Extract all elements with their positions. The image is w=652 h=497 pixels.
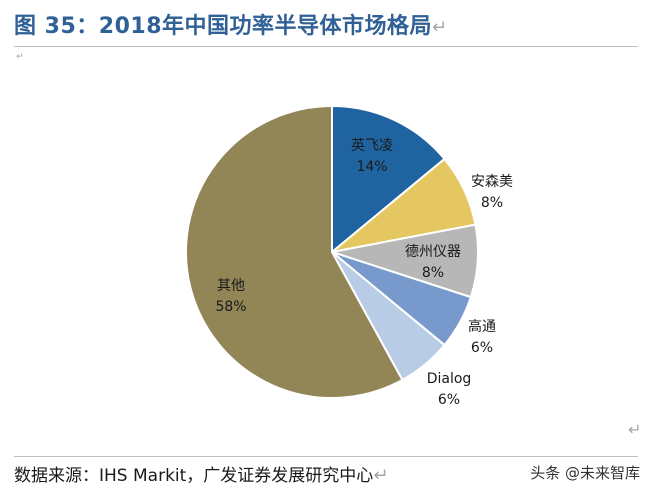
source-return-mark: ↵ bbox=[373, 465, 389, 486]
pie-slice-1 bbox=[331, 104, 446, 255]
slice-value-label: 6% bbox=[438, 392, 460, 408]
paragraph-mark-chart: ↵ bbox=[628, 420, 642, 439]
slice-name-label: 安森美 bbox=[471, 174, 513, 190]
slice-value-label: 6% bbox=[471, 340, 493, 356]
watermark: 头条 @未来智库 bbox=[530, 464, 640, 482]
paragraph-mark-top: ↵ bbox=[16, 52, 24, 62]
slice-name-label: 高通 bbox=[468, 318, 496, 335]
pie-slices bbox=[185, 104, 479, 399]
slice-value-label: 14% bbox=[356, 159, 387, 175]
pie-labels: 英飞凌 14% 安森美 8% 德州仪器 8% 高通 6% Dialog 6% 其他 58% bbox=[215, 137, 513, 408]
source-divider bbox=[14, 456, 638, 457]
source-note: 数据来源：IHS Markit，广发证券发展研究中心↵ bbox=[14, 461, 388, 486]
slice-name-label: 其他 bbox=[217, 278, 245, 294]
slice-name-label: 英飞凌 bbox=[351, 137, 393, 154]
pie-slice-6 bbox=[185, 104, 404, 399]
source-text: 数据来源：IHS Markit，广发证券发展研究中心 bbox=[14, 466, 374, 486]
slice-name-label: Dialog bbox=[427, 371, 472, 387]
slice-name-label: 德州仪器 bbox=[405, 244, 461, 260]
figure-title: 图 35：2018年中国功率半导体市场格局↵ bbox=[14, 8, 448, 40]
slice-value-label: 58% bbox=[215, 299, 246, 315]
title-divider bbox=[14, 46, 638, 47]
title-return-mark: ↵ bbox=[432, 17, 448, 38]
slice-value-label: 8% bbox=[422, 265, 444, 281]
figure-title-text: 图 35：2018年中国功率半导体市场格局 bbox=[14, 14, 433, 39]
slice-value-label: 8% bbox=[481, 195, 503, 211]
